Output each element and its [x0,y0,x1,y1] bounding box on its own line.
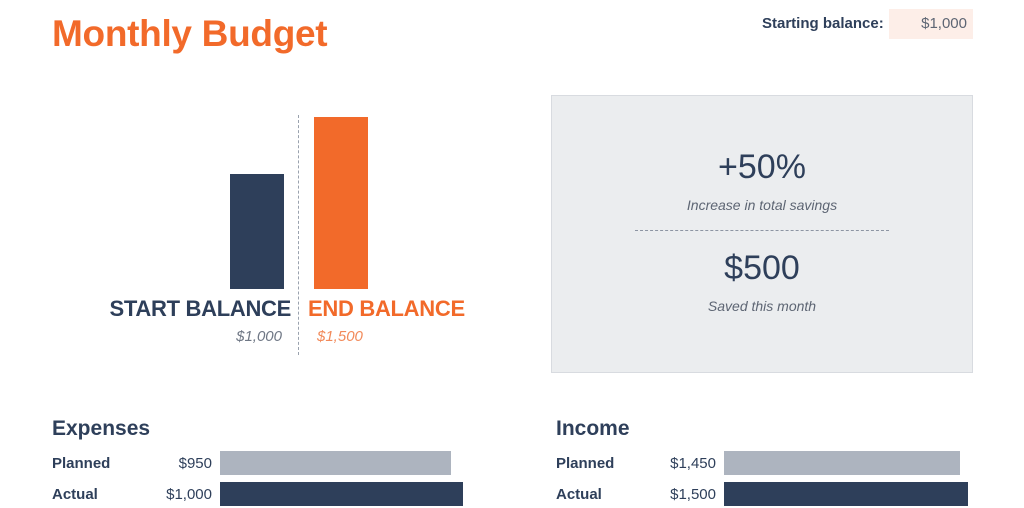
expenses-planned-value: $950 [178,455,212,472]
income-title: Income [556,417,630,440]
start-balance-value: $1,000 [236,328,282,345]
expenses-planned-label: Planned [52,455,111,472]
expenses-actual-bar [220,482,463,506]
end-balance-value: $1,500 [317,328,363,345]
income-planned-bar [724,451,960,475]
expenses-planned-bar [220,451,451,475]
starting-balance-label: Starting balance: [762,15,884,32]
income-actual-bar [724,482,968,506]
end-balance-label: END BALANCE [308,296,465,321]
start-balance-bar [230,174,284,289]
summary-panel: +50% Increase in total savings $500 Save… [551,95,973,373]
saved-amount: $500 [724,249,800,287]
income-planned-label: Planned [556,455,615,472]
saved-caption: Saved this month [707,298,817,314]
expenses-actual-label: Actual [52,486,98,503]
income-actual-label: Actual [556,486,602,503]
increase-caption: Increase in total savings [686,197,838,213]
summary-divider [635,230,889,231]
income-planned-value: $1,450 [670,455,716,472]
start-balance-label: START BALANCE [109,296,292,321]
increase-percent: +50% [718,148,806,186]
page-title: Monthly Budget [52,13,328,54]
chart-divider [298,115,299,355]
income-actual-value: $1,500 [670,486,716,503]
end-balance-bar [314,117,368,289]
expenses-actual-value: $1,000 [166,486,212,503]
expenses-title: Expenses [52,417,151,440]
starting-balance-input[interactable]: $1,000 [889,9,973,39]
